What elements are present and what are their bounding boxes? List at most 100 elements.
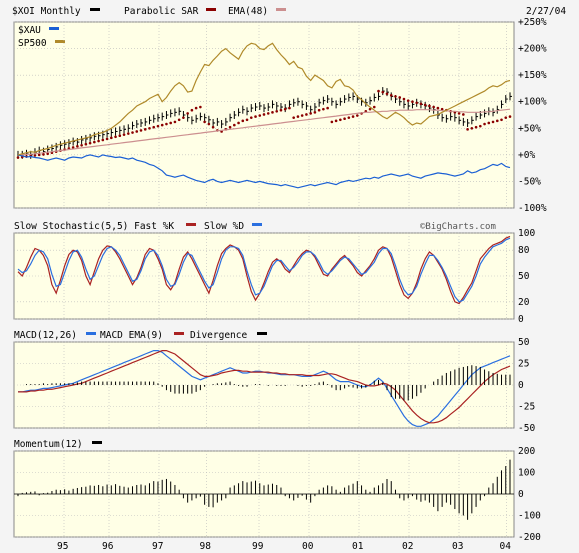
stochastic-ytick: 20 — [518, 297, 530, 308]
macd-ema-swatch — [174, 332, 184, 335]
fast-k-line — [17, 235, 511, 305]
sp500-line — [17, 42, 511, 156]
parabolic-sar-dot — [237, 121, 240, 125]
parabolic-sar-dot — [389, 94, 393, 97]
momentum-ytick: 100 — [518, 468, 535, 479]
parabolic-sar-dot — [101, 138, 105, 142]
parabolic-sar-dot — [46, 152, 49, 156]
parabolic-sar-dot — [351, 115, 355, 118]
parabolic-sar-dot — [406, 99, 410, 102]
parabolic-sar-dot — [97, 139, 100, 143]
parabolic-sar-dot — [139, 129, 143, 132]
parabolic-sar-dot — [432, 105, 435, 109]
parabolic-sar-dot — [474, 125, 478, 129]
parabolic-sar-dot — [309, 112, 312, 115]
x-tick-label: 96 — [102, 541, 114, 552]
parabolic-sar-dot — [483, 122, 486, 126]
x-tick-label: 01 — [352, 541, 364, 552]
x-tick-label: 04 — [500, 541, 512, 552]
parabolic-sar-dot — [254, 115, 257, 118]
parabolic-sar-dot — [135, 130, 139, 133]
parabolic-sar-dot — [199, 105, 202, 109]
parabolic-sar-dot — [419, 102, 423, 106]
sp500-swatch — [55, 40, 65, 43]
parabolic-sar-dot — [258, 114, 262, 117]
macd-ytick: -50 — [518, 423, 535, 434]
parabolic-sar-dot — [190, 108, 194, 112]
price-ytick: +100% — [518, 97, 547, 108]
parabolic-sar-dot — [372, 105, 376, 109]
sar-swatch — [206, 8, 216, 11]
parabolic-sar-dot — [186, 112, 189, 115]
parabolic-sar-dot — [275, 109, 279, 113]
parabolic-sar-dot — [381, 90, 385, 94]
x-tick-label: 95 — [57, 541, 68, 552]
macd-title-c: Divergence — [190, 330, 247, 341]
parabolic-sar-dot — [182, 116, 185, 119]
parabolic-sar-dot — [126, 132, 130, 135]
macd-ytick: 50 — [518, 337, 530, 348]
price-ytick: -100% — [518, 203, 547, 214]
parabolic-sar-dot — [122, 133, 126, 136]
parabolic-sar-dot — [118, 134, 122, 138]
x-tick-label: 03 — [452, 541, 463, 552]
stoch-title-b: Slow %D — [204, 221, 244, 232]
-xau-line — [17, 154, 511, 189]
macd-ytick: 0 — [518, 380, 524, 391]
parabolic-sar-dot — [148, 126, 151, 130]
parabolic-sar-dot — [279, 108, 283, 112]
parabolic-sar-dot — [114, 135, 117, 139]
momentum-ytick: -100 — [518, 511, 541, 522]
parabolic-sar-dot — [165, 122, 168, 126]
parabolic-sar-dot — [156, 124, 160, 128]
symbol-swatch — [90, 8, 100, 11]
parabolic-sar-dot — [415, 101, 418, 105]
parabolic-sar-dot — [283, 107, 287, 111]
parabolic-sar-dot — [491, 120, 495, 124]
parabolic-sar-dot — [385, 92, 389, 96]
stochastic-ytick: 0 — [518, 314, 524, 325]
xau-swatch — [49, 27, 59, 30]
parabolic-sar-dot — [160, 123, 164, 127]
ema-swatch — [276, 8, 286, 11]
parabolic-sar-dot — [76, 145, 79, 148]
parabolic-sar-dot — [203, 120, 206, 124]
parabolic-sar-dot — [334, 119, 338, 123]
parabolic-sar-dot — [173, 120, 177, 124]
momentum-ytick: -200 — [518, 532, 541, 543]
parabolic-sar-dot — [131, 131, 134, 134]
parabolic-sar-dot — [339, 118, 342, 122]
parabolic-sar-dot — [322, 107, 325, 111]
parabolic-sar-dot — [211, 125, 215, 129]
parabolic-sar-dot — [300, 114, 304, 117]
parabolic-sar-dot — [169, 121, 172, 125]
parabolic-sar-dot — [88, 141, 92, 145]
parabolic-sar-dot — [228, 125, 232, 129]
parabolic-sar-dot — [245, 118, 249, 122]
parabolic-sar-dot — [80, 143, 83, 147]
parabolic-sar-dot — [470, 126, 474, 130]
x-tick-label: 98 — [200, 541, 212, 552]
parabolic-sar-dot — [241, 119, 245, 123]
sar-label: Parabolic SAR — [124, 6, 199, 17]
parabolic-sar-dot — [262, 113, 266, 116]
momentum-ytick: 200 — [518, 446, 535, 457]
price-ytick: +250% — [518, 17, 547, 28]
parabolic-sar-dot — [177, 118, 181, 122]
parabolic-sar-dot — [207, 122, 211, 126]
parabolic-sar-dot — [411, 100, 414, 104]
parabolic-sar-dot — [33, 154, 37, 157]
momentum-swatch — [92, 441, 102, 444]
parabolic-sar-dot — [110, 136, 113, 140]
parabolic-sar-dot — [296, 115, 300, 118]
price-ytick: +200% — [518, 44, 547, 55]
x-tick-label: 00 — [302, 541, 314, 552]
parabolic-sar-dot — [356, 114, 359, 117]
macd-ytick: 25 — [518, 359, 529, 370]
macd-title-a: MACD(12,26) — [14, 330, 77, 341]
parabolic-sar-dot — [402, 97, 406, 101]
price-ytick: +0% — [518, 150, 535, 161]
ema-48--line — [18, 108, 511, 156]
x-tick-label: 97 — [152, 541, 163, 552]
momentum-title: Momentum(12) — [14, 439, 83, 450]
